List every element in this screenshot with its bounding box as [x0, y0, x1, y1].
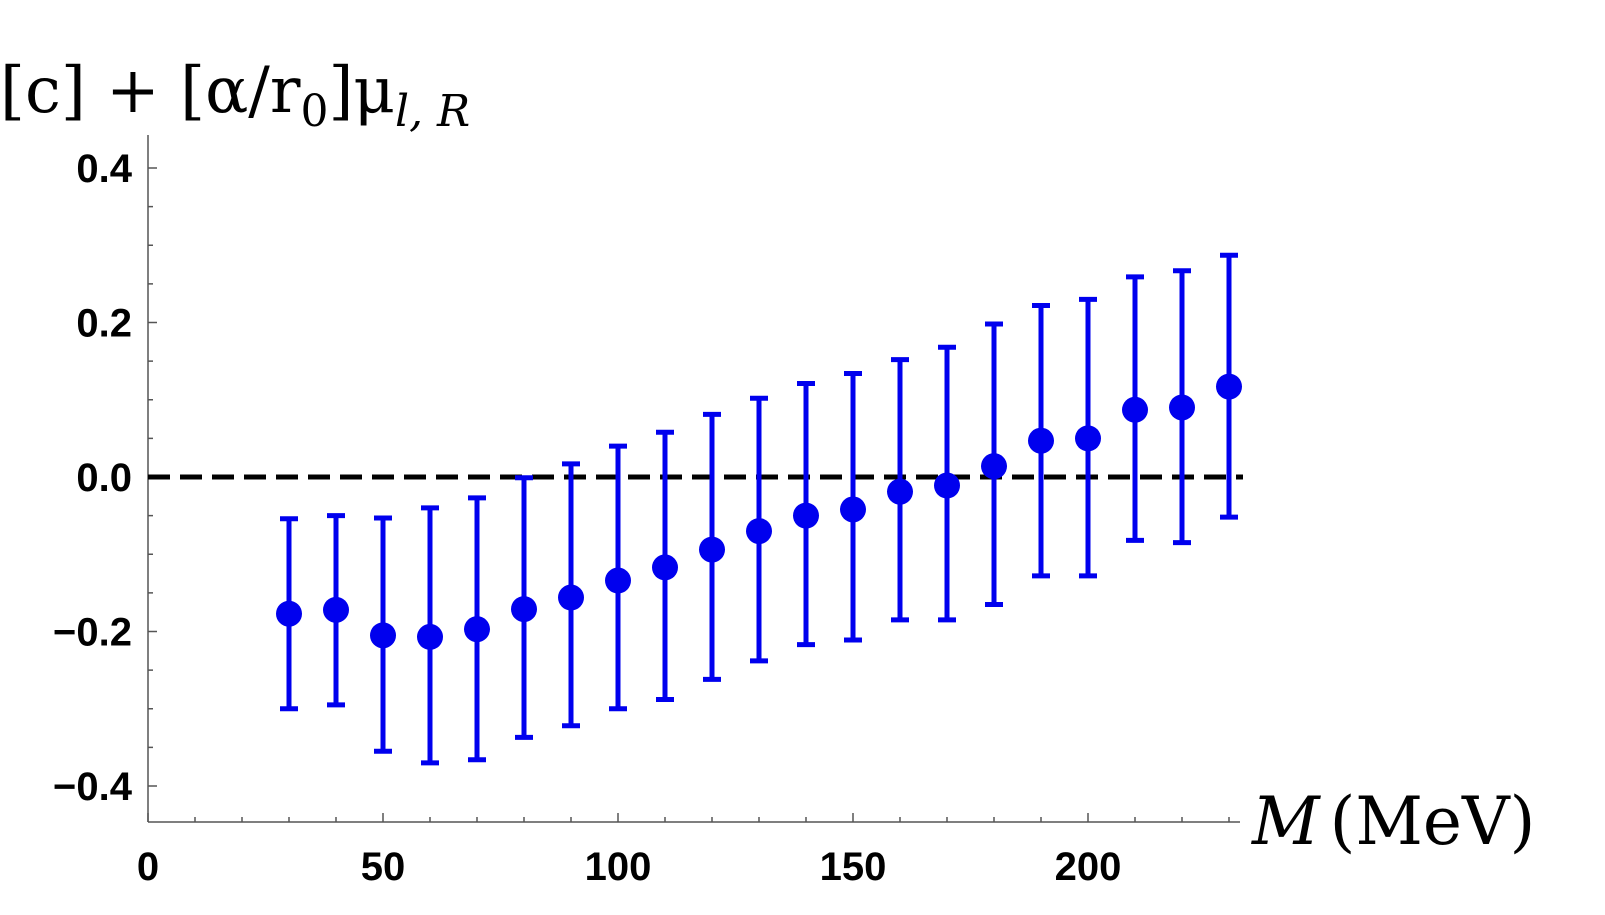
x-tick-label: 200 [1055, 845, 1122, 889]
data-point [464, 616, 490, 643]
data-point [746, 518, 772, 545]
data-point [652, 554, 678, 581]
data-point [981, 453, 1007, 480]
data-point [1122, 396, 1148, 423]
data-points [276, 373, 1242, 650]
y-tick-label: 0.2 [76, 302, 132, 346]
data-point [1169, 394, 1195, 421]
data-point [1075, 425, 1101, 452]
data-point [840, 496, 866, 523]
x-axis-label: M (MeV) [1251, 783, 1535, 860]
y-tick-label: −0.4 [53, 765, 133, 809]
y-tick-label: −0.2 [53, 611, 132, 655]
data-point [511, 596, 537, 623]
data-point [558, 584, 584, 611]
y-tick-label: 0.0 [76, 456, 132, 500]
data-point [793, 502, 819, 529]
data-point [1216, 373, 1242, 400]
data-point [699, 536, 725, 563]
x-tick-label: 100 [585, 845, 652, 889]
x-tick-label: 150 [820, 845, 887, 889]
data-point [276, 600, 302, 627]
x-tick-label: 50 [361, 845, 406, 889]
data-point [370, 622, 396, 649]
data-point [323, 596, 349, 623]
data-point [605, 567, 631, 594]
tick-labels: 0.4 0.2 0.0 −0.2 −0.40 50 100 150 200 [53, 147, 1121, 889]
y-axis-label: [c] + [α/r0]μl, R [0, 54, 470, 137]
data-point [934, 472, 960, 499]
x-tick-label: 0 [137, 845, 159, 889]
data-point [887, 478, 913, 505]
data-point [417, 623, 443, 650]
y-tick-label: 0.4 [76, 147, 132, 191]
error-bars [280, 252, 1238, 766]
data-point [1028, 427, 1054, 454]
